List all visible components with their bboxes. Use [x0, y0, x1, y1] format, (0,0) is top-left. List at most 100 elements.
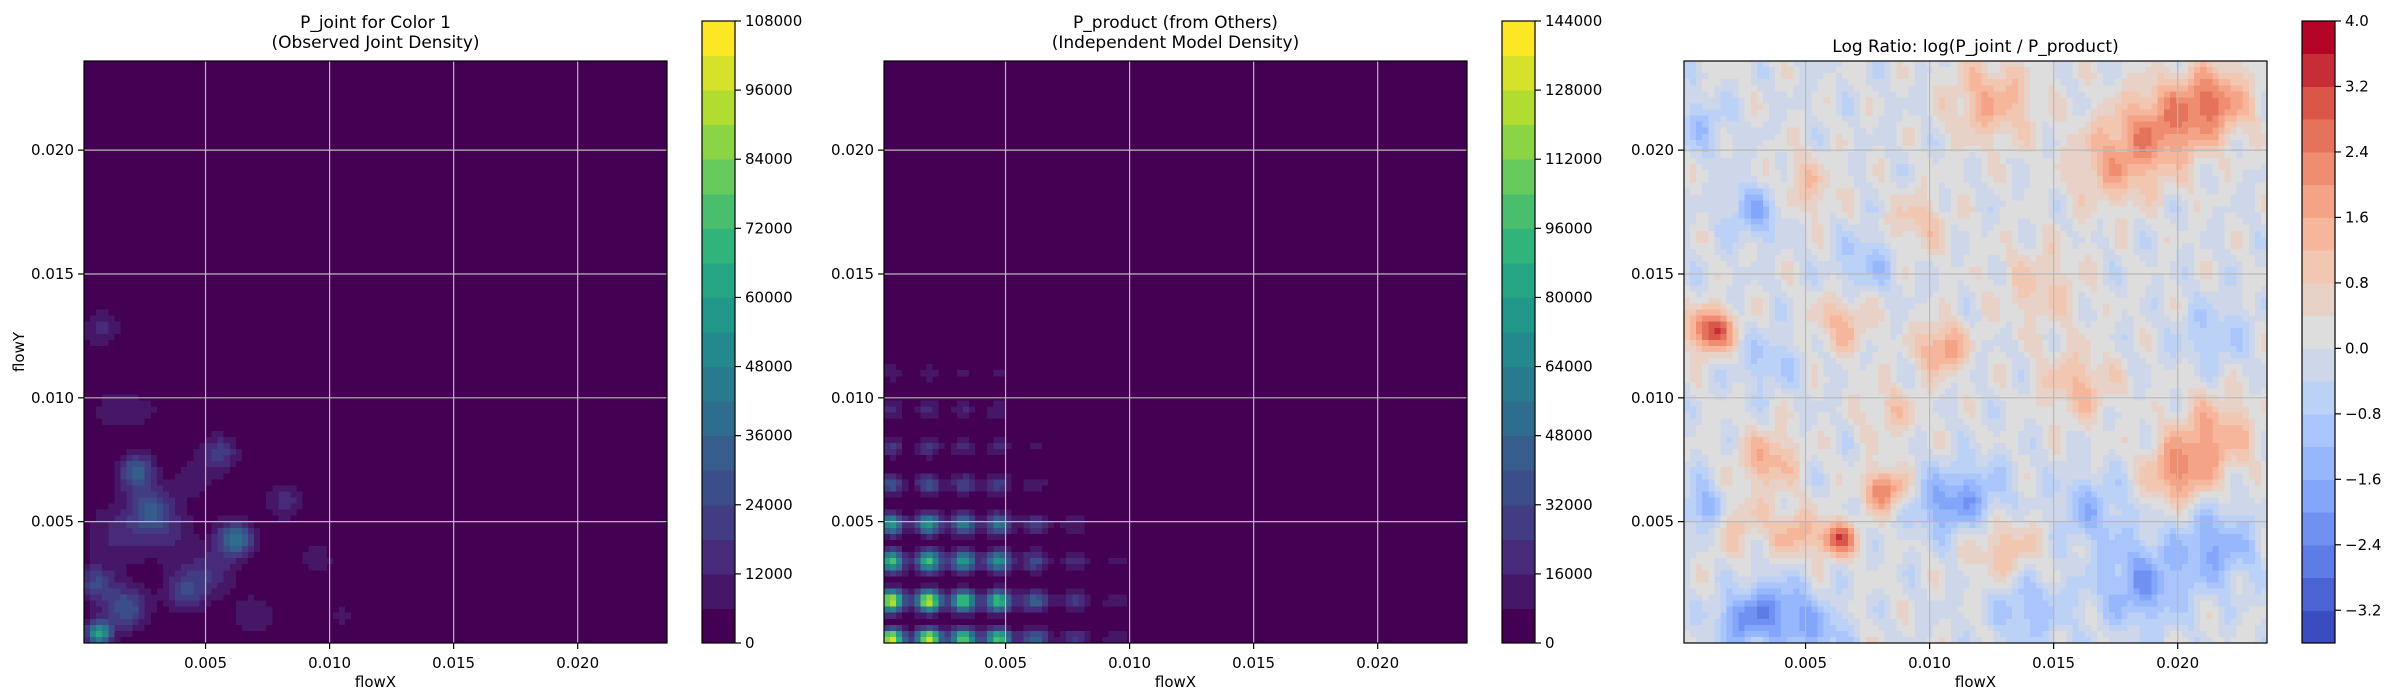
contour-cell — [369, 182, 376, 189]
contour-cell — [175, 103, 182, 110]
contour-cell — [509, 237, 516, 244]
contour-cell — [509, 213, 516, 220]
contour-cell — [400, 237, 407, 244]
contour-cell — [127, 279, 134, 286]
contour-cell — [309, 267, 316, 274]
contour-cell — [339, 231, 346, 238]
contour-cell — [303, 249, 310, 256]
contour-cell — [102, 200, 109, 207]
contour-cell — [309, 219, 316, 226]
contour-cell — [618, 128, 625, 135]
contour-cell — [400, 255, 407, 262]
contour-cell — [102, 67, 109, 74]
contour-cell — [333, 285, 340, 292]
contour-cell — [497, 213, 504, 220]
contour-cell — [157, 73, 164, 80]
contour-cell — [376, 158, 383, 165]
contour-cell — [236, 97, 243, 104]
contour-cell — [430, 207, 437, 214]
contour-cell — [430, 231, 437, 238]
contour-cell — [224, 122, 231, 129]
contour-cell — [333, 219, 340, 226]
contour-cell — [120, 297, 127, 304]
contour-cell — [442, 176, 449, 183]
contour-cell — [157, 170, 164, 177]
contour-cell — [479, 182, 486, 189]
contour-cell — [242, 122, 249, 129]
contour-cell — [424, 152, 431, 159]
contour-cell — [157, 122, 164, 129]
contour-cell — [491, 297, 498, 304]
contour-cell — [127, 103, 134, 110]
contour-cell — [461, 297, 468, 304]
contour-cell — [643, 279, 650, 286]
contour-cell — [527, 103, 534, 110]
contour-cell — [278, 194, 285, 201]
contour-cell — [90, 91, 97, 98]
contour-cell — [473, 194, 480, 201]
contour-cell — [394, 297, 401, 304]
contour-cell — [345, 73, 352, 80]
contour-cell — [624, 79, 631, 86]
contour-cell — [303, 207, 310, 214]
contour-cell — [606, 103, 613, 110]
contour-cell — [436, 140, 443, 147]
contour-cell — [193, 279, 200, 286]
contour-cell — [527, 146, 534, 153]
contour-cell — [394, 79, 401, 86]
contour-cell — [631, 304, 638, 311]
contour-cell — [454, 194, 461, 201]
contour-cell — [151, 176, 158, 183]
contour-cell — [290, 207, 297, 214]
contour-cell — [539, 176, 546, 183]
contour-cell — [139, 243, 146, 250]
contour-cell — [290, 152, 297, 159]
contour-cell — [624, 200, 631, 207]
contour-cell — [594, 243, 601, 250]
contour-cell — [278, 134, 285, 141]
contour-cell — [430, 73, 437, 80]
contour-cell — [236, 200, 243, 207]
contour-cell — [503, 140, 510, 147]
contour-cell — [363, 158, 370, 165]
contour-cell — [248, 73, 255, 80]
contour-cell — [272, 237, 279, 244]
contour-cell — [503, 249, 510, 256]
contour-cell — [479, 267, 486, 274]
contour-cell — [321, 152, 328, 159]
contour-cell — [618, 164, 625, 171]
contour-cell — [649, 267, 656, 274]
contour-cell — [509, 128, 516, 135]
contour-cell — [461, 164, 468, 171]
contour-cell — [564, 152, 571, 159]
contour-cell — [637, 231, 644, 238]
contour-cell — [254, 304, 261, 311]
contour-cell — [576, 297, 583, 304]
contour-cell — [394, 61, 401, 68]
contour-cell — [187, 267, 194, 274]
contour-cell — [594, 188, 601, 195]
contour-cell — [205, 267, 212, 274]
contour-cell — [503, 255, 510, 262]
contour-cell — [290, 122, 297, 129]
contour-cell — [527, 249, 534, 256]
contour-cell — [169, 279, 176, 286]
contour-cell — [546, 103, 553, 110]
contour-cell — [309, 134, 316, 141]
contour-cell — [327, 279, 334, 286]
contour-cell — [224, 158, 231, 165]
contour-cell — [594, 231, 601, 238]
contour-cell — [114, 297, 121, 304]
contour-cell — [454, 110, 461, 117]
contour-cell — [521, 219, 528, 226]
contour-cell — [491, 213, 498, 220]
contour-cell — [145, 200, 152, 207]
contour-cell — [637, 213, 644, 220]
contour-cell — [90, 279, 97, 286]
contour-cell — [284, 128, 291, 135]
contour-cell — [114, 158, 121, 165]
contour-cell — [624, 267, 631, 274]
contour-cell — [454, 225, 461, 232]
contour-cell — [485, 225, 492, 232]
contour-cell — [357, 194, 364, 201]
